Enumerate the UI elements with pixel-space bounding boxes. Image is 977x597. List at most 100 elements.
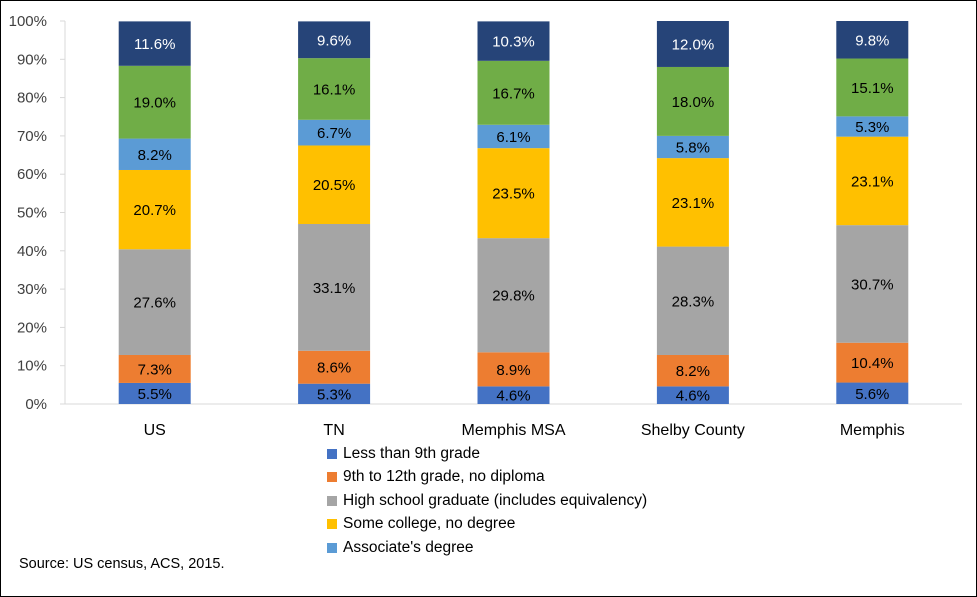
bar-segment	[836, 225, 909, 343]
data-label: 6.1%	[496, 129, 530, 146]
legend: Less than 9th grade 9th to 12th grade, n…	[327, 442, 647, 560]
data-label: 11.6%	[134, 36, 175, 53]
data-label: 8.6%	[317, 360, 351, 377]
data-label: 10.4%	[851, 355, 894, 372]
bar-segment	[836, 382, 909, 404]
bar-segment	[298, 21, 371, 59]
x-tick-label: TN	[323, 422, 344, 439]
y-tick-label: 50%	[17, 205, 47, 222]
x-tick-label: Memphis	[840, 422, 905, 439]
data-label: 4.6%	[496, 388, 530, 405]
bar-segment	[656, 21, 729, 67]
bar-segment	[298, 145, 371, 224]
bar-segment	[836, 342, 909, 383]
data-label: 5.6%	[855, 386, 889, 403]
legend-label: Some college, no degree	[343, 515, 516, 533]
bar-segment	[656, 135, 729, 159]
data-label: 29.8%	[492, 288, 535, 305]
source-note: Source: US census, ACS, 2015.	[19, 556, 225, 572]
legend-swatch	[327, 519, 337, 530]
y-tick-label: 0%	[25, 396, 47, 413]
bar-segment	[298, 350, 371, 384]
legend-swatch	[327, 448, 337, 459]
y-tick-label: 30%	[17, 281, 47, 298]
data-label: 5.3%	[855, 119, 889, 136]
legend-swatch	[327, 472, 337, 483]
bar-segment	[477, 352, 550, 387]
x-tick-label: US	[144, 422, 166, 439]
y-tick-label: 80%	[17, 90, 47, 107]
data-label: 16.7%	[492, 85, 535, 102]
bar-segment	[118, 169, 191, 250]
y-tick-label: 40%	[17, 243, 47, 260]
y-tick-label: 90%	[17, 51, 47, 68]
legend-label: Associate's degree	[343, 538, 474, 556]
y-tick-label: 10%	[17, 358, 47, 375]
bar-segment	[836, 21, 909, 59]
data-label: 9.6%	[317, 32, 351, 49]
data-label: 19.0%	[133, 95, 176, 112]
bar-segment	[477, 386, 550, 404]
bar-segment	[836, 116, 909, 137]
data-label: 27.6%	[133, 295, 176, 312]
bar-segment	[298, 58, 371, 120]
y-tick-label: 20%	[17, 319, 47, 336]
legend-label: Less than 9th grade	[343, 444, 481, 462]
data-label: 33.1%	[313, 280, 356, 297]
bar-segment	[477, 21, 550, 61]
bar-segment	[118, 382, 191, 404]
data-label: 6.7%	[317, 125, 351, 142]
bar-segment	[656, 66, 729, 136]
bar-segment	[656, 354, 729, 387]
bar-segment	[477, 238, 550, 353]
data-label: 12.0%	[672, 36, 715, 53]
bar-segment	[298, 383, 371, 404]
bar-segment	[656, 158, 729, 247]
bar-segment	[118, 138, 191, 170]
legend-item: 9th to 12th grade, no diploma	[327, 466, 647, 490]
y-tick-label: 100%	[9, 13, 47, 30]
data-label: 7.3%	[138, 361, 172, 378]
bar-segment	[656, 386, 729, 404]
bar-segment	[118, 354, 191, 383]
bar-segment	[118, 65, 191, 139]
y-tick-label: 70%	[17, 128, 47, 145]
data-label: 23.1%	[851, 173, 894, 190]
legend-item: Less than 9th grade	[327, 442, 647, 466]
bar-segment	[836, 136, 909, 226]
legend-item: Associate's degree	[327, 536, 647, 560]
bar-segment	[656, 246, 729, 355]
data-label: 10.3%	[492, 34, 535, 51]
bar-segment	[298, 119, 371, 146]
data-label: 9.8%	[855, 32, 889, 49]
data-label: 15.1%	[851, 80, 894, 97]
data-label: 5.5%	[138, 386, 172, 403]
legend-swatch	[327, 542, 337, 553]
data-label: 5.8%	[676, 140, 710, 157]
data-label: 23.1%	[672, 195, 715, 212]
data-label: 20.7%	[133, 202, 176, 219]
data-label: 23.5%	[492, 186, 535, 203]
data-label: 30.7%	[851, 276, 894, 293]
bar-segment	[477, 124, 550, 149]
legend-swatch	[327, 495, 337, 506]
data-label: 16.1%	[313, 81, 356, 98]
bar-segment	[477, 60, 550, 125]
bar-segment	[118, 249, 191, 355]
y-tick-label: 60%	[17, 166, 47, 183]
bar-segment	[298, 223, 371, 351]
data-label: 8.2%	[676, 363, 710, 380]
data-label: 4.6%	[676, 388, 710, 405]
data-label: 5.3%	[317, 386, 351, 403]
data-label: 20.5%	[313, 177, 356, 194]
x-tick-label: Shelby County	[641, 422, 745, 439]
data-label: 8.9%	[496, 362, 530, 379]
legend-label: 9th to 12th grade, no diploma	[343, 468, 545, 486]
data-label: 18.0%	[672, 94, 715, 111]
legend-label: High school graduate (includes equivalen…	[343, 491, 648, 509]
legend-item: Some college, no degree	[327, 513, 647, 537]
x-tick-label: Memphis MSA	[461, 422, 565, 439]
bar-segment	[118, 21, 191, 66]
bar-segment	[836, 58, 909, 117]
